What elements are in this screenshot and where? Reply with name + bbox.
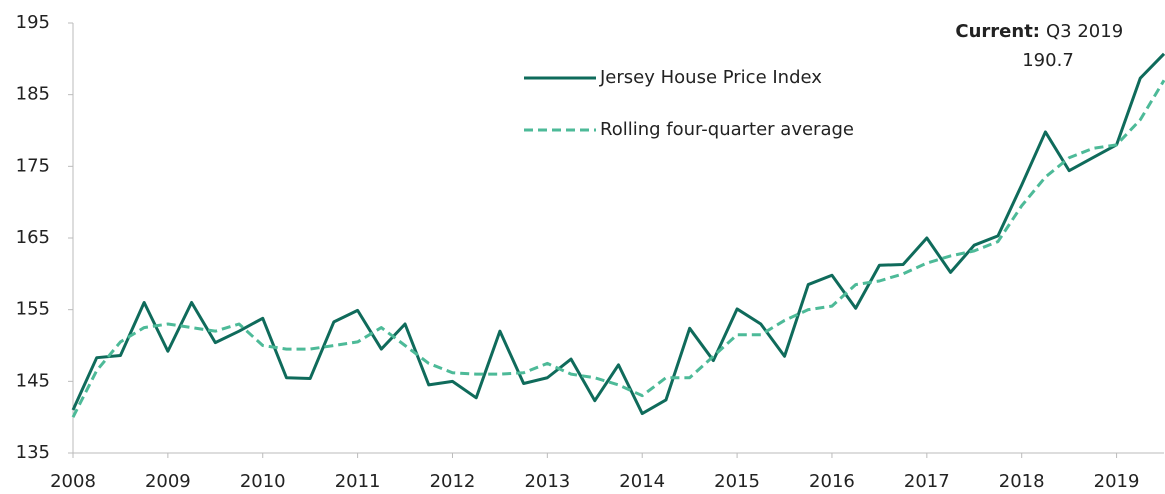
legend-label: Rolling four-quarter average xyxy=(600,119,854,140)
x-tick-label: 2018 xyxy=(999,471,1045,492)
annotation-value: 190.7 xyxy=(1022,50,1074,71)
y-tick-label: 195 xyxy=(16,12,50,33)
x-tick-label: 2013 xyxy=(524,471,570,492)
x-tick-label: 2017 xyxy=(904,471,950,492)
annotation-period: Q3 2019 xyxy=(1046,21,1123,42)
x-tick-label: 2019 xyxy=(1094,471,1140,492)
x-tick-label: 2009 xyxy=(145,471,191,492)
x-tick-label: 2016 xyxy=(809,471,855,492)
y-tick-label: 175 xyxy=(16,155,50,176)
y-tick-label: 185 xyxy=(16,84,50,105)
x-tick-label: 2014 xyxy=(619,471,665,492)
y-tick-label: 145 xyxy=(16,370,50,391)
y-tick-label: 165 xyxy=(16,227,50,248)
y-tick-label: 135 xyxy=(16,442,50,463)
y-tick-label: 155 xyxy=(16,299,50,320)
legend-label: Jersey House Price Index xyxy=(599,67,822,88)
x-tick-label: 2012 xyxy=(430,471,476,492)
annotation-label: Current: xyxy=(955,21,1040,42)
x-tick-label: 2015 xyxy=(714,471,760,492)
x-tick-label: 2011 xyxy=(335,471,381,492)
x-tick-label: 2008 xyxy=(50,471,96,492)
x-tick-label: 2010 xyxy=(240,471,286,492)
series-line xyxy=(71,52,1165,416)
